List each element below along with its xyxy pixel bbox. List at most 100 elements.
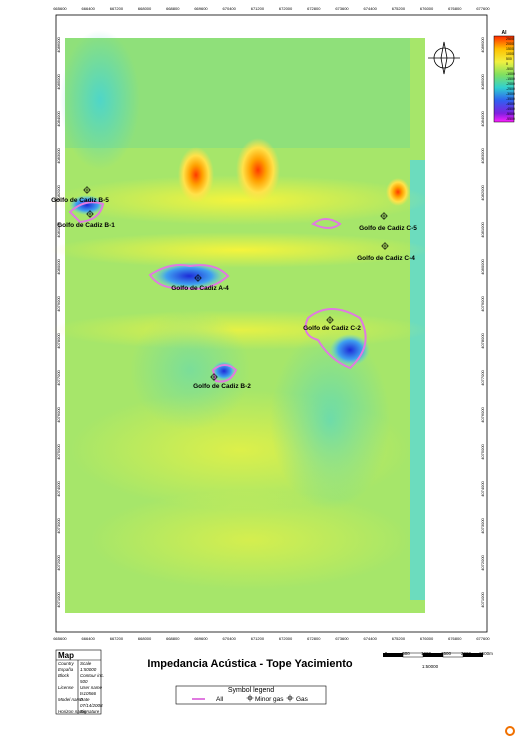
info-cell: 07/14/2008 [80, 703, 103, 708]
y-coord-label: 4082000 [480, 184, 485, 200]
x-coord-label: 668000 [138, 636, 152, 641]
x-coord-label: 668800 [166, 6, 180, 11]
scale-ratio: 1:50000 [422, 664, 439, 669]
info-cell: Date [80, 697, 90, 702]
legend-symbol [247, 695, 254, 702]
well-label: Golfo de Cadiz B-2 [193, 383, 251, 390]
colorbar-label: -5500 [506, 117, 515, 121]
x-coord-label: 674400 [364, 636, 378, 641]
colorbar-label: -4000 [506, 102, 515, 106]
colorbar-label: 0 [506, 62, 508, 66]
y-coord-label: 4073000 [480, 517, 485, 533]
colorbar-label: -5000 [506, 112, 515, 116]
colorbar-label: 500 [506, 57, 512, 61]
well-label: Golfo de Cadiz C-2 [303, 325, 361, 332]
colorbar-label: -500 [506, 67, 513, 71]
x-coord-label: 676800 [448, 636, 462, 641]
x-coord-label: 672000 [279, 636, 293, 641]
map-frame [50, 15, 514, 632]
info-cell: License [58, 685, 74, 690]
colorbar-label: 2500 [506, 37, 514, 41]
y-coord-label: 4081000 [480, 221, 485, 237]
well-label: Golfo de Cadiz C-5 [359, 225, 417, 232]
y-coord-label: 4071000 [56, 591, 61, 607]
colorbar-label: -2500 [506, 87, 515, 91]
scale-label: 2500m [479, 651, 493, 656]
x-coord-label: 673600 [335, 6, 349, 11]
colorbar-label: -4500 [506, 107, 515, 111]
x-coord-label: 665600 [53, 6, 67, 11]
x-coord-label: 666400 [82, 636, 96, 641]
info-cell: Signature [80, 709, 100, 714]
x-coord-label: 668800 [166, 636, 180, 641]
legend-symbol [287, 695, 294, 702]
colorbar-label: 1000 [506, 52, 514, 56]
x-coord-label: 675200 [392, 6, 406, 11]
y-coord-label: 4078000 [480, 332, 485, 348]
y-coord-label: 4072000 [56, 554, 61, 570]
info-cell: 500 [80, 679, 88, 684]
info-cell: España [58, 667, 74, 672]
info-cell: Country [58, 661, 75, 666]
y-coord-label: 4080000 [480, 258, 485, 274]
colorbar-label: -1500 [506, 77, 515, 81]
y-coord-label: 4072000 [480, 554, 485, 570]
y-coord-label: 4073000 [56, 517, 61, 533]
x-coord-label: 672000 [279, 6, 293, 11]
y-coord-label: 4079000 [56, 295, 61, 311]
scale-label: 1000 [421, 651, 432, 656]
info-cell: ts10566 [80, 691, 97, 696]
x-coord-label: 676000 [420, 636, 434, 641]
y-coord-label: 4077000 [480, 369, 485, 385]
y-coord-label: 4083000 [56, 147, 61, 163]
well-label: Golfo de Cadiz B-5 [51, 197, 109, 204]
colorbar-label: -3000 [506, 92, 515, 96]
info-cell: Block [58, 673, 70, 678]
y-coord-label: 4084000 [56, 110, 61, 126]
x-coord-label: 669600 [194, 636, 208, 641]
y-coord-label: 4085000 [480, 73, 485, 89]
x-coord-label: 670400 [223, 636, 237, 641]
x-coord-label: 668000 [138, 6, 152, 11]
y-coord-label: 4084000 [480, 110, 485, 126]
info-cell: 1:50000 [80, 667, 97, 672]
colorbar-title: AI [502, 30, 508, 36]
x-coord-label: 675200 [392, 636, 406, 641]
y-coord-label: 4080000 [56, 258, 61, 274]
y-coord-label: 4074000 [56, 480, 61, 496]
x-coord-label: 676800 [448, 6, 462, 11]
x-coord-label: 665600 [53, 636, 67, 641]
well-label: Golfo de Cadiz A-4 [171, 285, 229, 292]
info-cell: Contour inc. [80, 673, 104, 678]
info-cell: Scale [80, 661, 92, 666]
x-coord-label: 667200 [110, 636, 124, 641]
colorbar-label: 1500 [506, 47, 514, 51]
scale-label: 2000 [461, 651, 472, 656]
y-coord-label: 4078000 [56, 332, 61, 348]
logo [506, 727, 514, 735]
y-coord-label: 4075000 [56, 443, 61, 459]
map-title: Impedancia Acústica - Tope Yacimiento [147, 658, 352, 670]
x-coord-label: 672800 [307, 6, 321, 11]
colorbar-label: -3500 [506, 97, 515, 101]
colorbar-label: 2000 [506, 42, 514, 46]
x-coord-label: 670400 [223, 6, 237, 11]
y-coord-label: 4075000 [480, 443, 485, 459]
y-coord-label: 4074000 [480, 480, 485, 496]
x-coord-label: 666400 [82, 6, 96, 11]
x-coord-label: 671200 [251, 6, 265, 11]
scale-label: 500 [402, 651, 410, 656]
y-coord-label: 4076000 [480, 406, 485, 422]
x-coord-label: 676000 [420, 6, 434, 11]
page: 6656006656006664006664006672006672006680… [0, 0, 524, 742]
x-coord-label: 672800 [307, 636, 321, 641]
x-coord-label: 677600 [476, 6, 490, 11]
y-coord-label: 4085000 [56, 73, 61, 89]
legend-item: Minor gas [255, 696, 284, 703]
x-coord-label: 674400 [364, 6, 378, 11]
y-coord-label: 4083000 [480, 147, 485, 163]
y-coord-label: 4086000 [56, 36, 61, 52]
legend-item: All [216, 696, 224, 703]
legend-title: Symbol legend [228, 687, 274, 694]
y-coord-label: 4071000 [480, 591, 485, 607]
